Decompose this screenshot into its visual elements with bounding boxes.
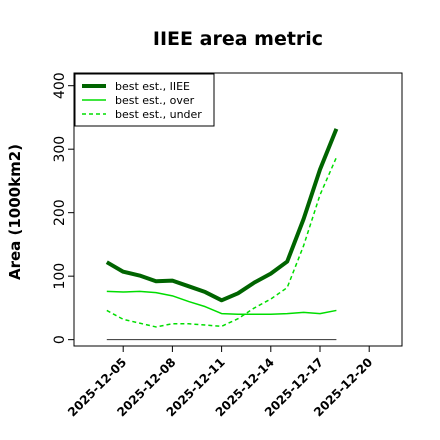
series-lines bbox=[105, 128, 339, 341]
series-line-1 bbox=[106, 290, 337, 316]
series-line-2 bbox=[106, 157, 338, 328]
legend-label-0: best est., IIEE bbox=[115, 80, 190, 93]
y-axis-label: Area (1000km2) bbox=[6, 144, 24, 280]
legend-label-1: best est., over bbox=[115, 94, 195, 107]
y-tick-label: 100 bbox=[52, 263, 68, 290]
plot-frame bbox=[73, 72, 403, 347]
y-tick-label: 300 bbox=[52, 136, 68, 163]
chart-title: IIEE area metric bbox=[153, 28, 323, 50]
x-axis: 2025-12-052025-12-082025-12-112025-12-14… bbox=[65, 346, 375, 419]
y-axis: 0 100 200 300 400 bbox=[52, 72, 74, 344]
series-line-0 bbox=[105, 128, 339, 303]
y-tick-label: 0 bbox=[52, 335, 68, 344]
legend-label-2: best est., under bbox=[115, 108, 202, 121]
y-tick-label: 200 bbox=[52, 199, 68, 226]
y-tick-label: 400 bbox=[52, 72, 68, 99]
